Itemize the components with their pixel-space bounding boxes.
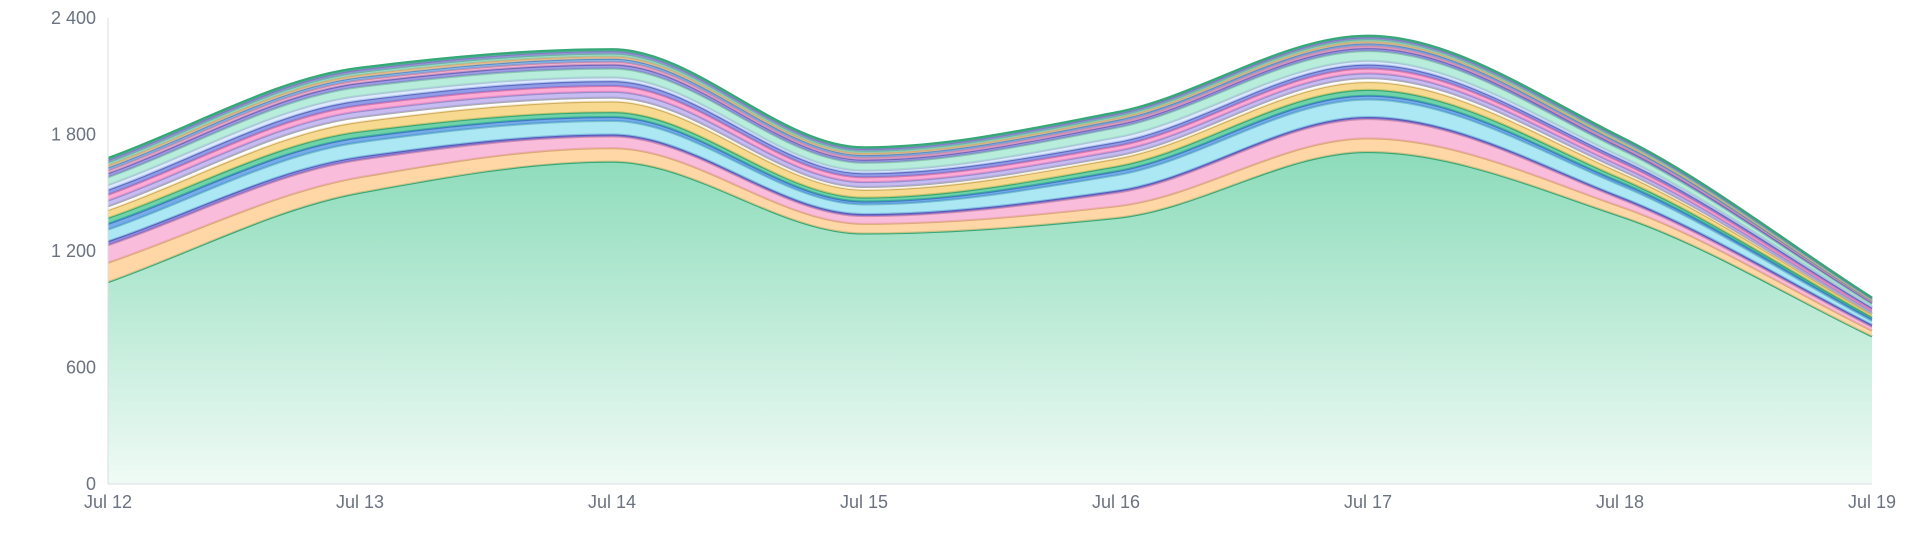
series-line-21 xyxy=(107,34,1873,299)
x-tick-label: Jul 18 xyxy=(1596,492,1644,512)
y-tick-label: 2 400 xyxy=(51,8,96,28)
x-tick-label: Jul 17 xyxy=(1344,492,1392,512)
x-tick-label: Jul 14 xyxy=(588,492,636,512)
x-tick-label: Jul 16 xyxy=(1092,492,1140,512)
y-tick-label: 600 xyxy=(66,358,96,378)
y-tick-label: 0 xyxy=(86,474,96,494)
x-axis-tick-labels: Jul 12 Jul 13 Jul 14 Jul 15 Jul 16 Jul 17 Jul … xyxy=(84,492,1896,512)
y-tick-label: 1 200 xyxy=(51,241,96,261)
y-tick-label: 1 800 xyxy=(51,125,96,145)
y-axis-tick-labels: 0 600 1 200 1 800 2 400 xyxy=(51,8,96,494)
area-series-1 xyxy=(108,151,1872,484)
x-tick-label: Jul 13 xyxy=(336,492,384,512)
axis-lines xyxy=(107,18,1872,485)
area-series-layers xyxy=(107,34,1873,484)
x-tick-label: Jul 12 xyxy=(84,492,132,512)
x-tick-label: Jul 15 xyxy=(840,492,888,512)
x-tick-label: Jul 19 xyxy=(1848,492,1896,512)
